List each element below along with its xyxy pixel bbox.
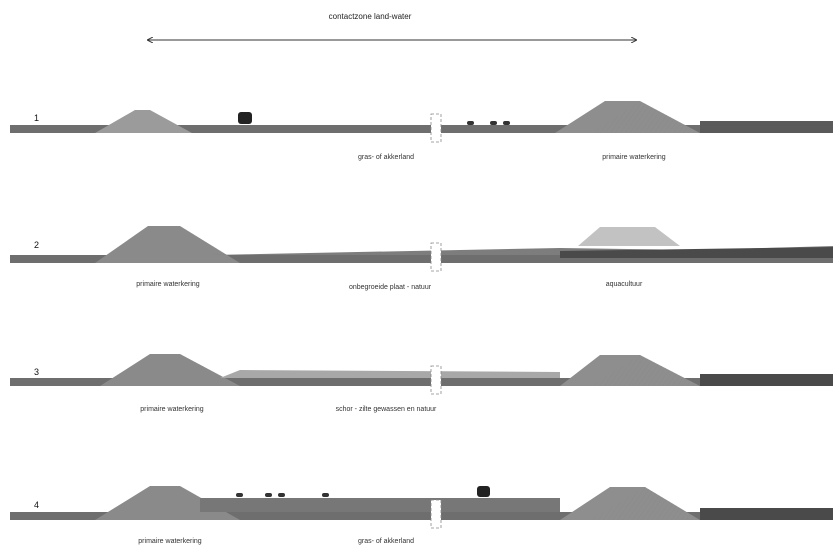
- row-3-water: [700, 374, 833, 386]
- row-1-break-mark: [430, 113, 442, 143]
- row-4-break-mark: [430, 499, 442, 529]
- row-2-dike-shadow: [130, 226, 240, 263]
- row-3-label-salt-marsh: schor - zilte gewassen en natuur: [335, 406, 437, 413]
- row-4-number: 4: [34, 500, 40, 510]
- row-3-section: [10, 354, 833, 395]
- row-2-label-mudflat: onbegroeide plaat - natuur: [348, 284, 432, 291]
- row-3-seaward-shadow: [590, 355, 700, 386]
- row-1-ground: [10, 125, 833, 133]
- row-1-number: 1: [34, 113, 40, 123]
- row-2-break-mark: [430, 242, 442, 272]
- row-3-salt-marsh: [220, 370, 560, 378]
- row-2-ground: [10, 255, 833, 263]
- row-4-label-primary-dike: primaire waterkering: [138, 538, 202, 545]
- row-4-water: [700, 508, 833, 520]
- row-1-cow-3: [503, 121, 510, 125]
- row-1-label-grassland: gras- of akkerland: [357, 154, 415, 161]
- row-1-cow-2: [490, 121, 497, 125]
- row-2-aquaculture: [578, 227, 680, 246]
- row-4-cow-1: [236, 493, 243, 497]
- row-4-seaward-shadow: [590, 487, 700, 520]
- row-4-cow-4: [322, 493, 329, 497]
- row-2-number: 2: [34, 240, 40, 250]
- row-4-cow-2: [265, 493, 272, 497]
- row-3-break-mark: [430, 365, 442, 395]
- row-3-label-primary-dike: primaire waterkering: [140, 406, 204, 413]
- row-2-label-primary-dike: primaire waterkering: [136, 281, 200, 288]
- row-1-tractor: [238, 112, 252, 124]
- row-1-water: [700, 121, 833, 133]
- row-4-cow-3: [278, 493, 285, 497]
- row-4-label-grassland: gras- of akkerland: [357, 538, 415, 545]
- row-3-ground: [10, 378, 833, 386]
- row-4-tractor: [477, 486, 490, 497]
- row-4-section: [10, 486, 833, 529]
- row-3-number: 3: [34, 367, 40, 377]
- row-1-section: [10, 101, 833, 143]
- row-2-section: [10, 226, 833, 272]
- row-1-label-primary-dike: primaire waterkering: [602, 154, 666, 161]
- row-4-raised-land: [200, 498, 560, 512]
- row-1-cow-1: [467, 121, 474, 125]
- row-3-dike-shadow: [130, 354, 240, 386]
- row-2-water: [560, 247, 833, 258]
- row-1-dike-shadow: [590, 101, 700, 133]
- row-2-label-aquaculture: aquacultuur: [605, 281, 643, 288]
- row-4-ground: [10, 512, 833, 520]
- row-1-inner-dike: [95, 110, 192, 133]
- diagram-title: contactzone land-water: [328, 12, 412, 21]
